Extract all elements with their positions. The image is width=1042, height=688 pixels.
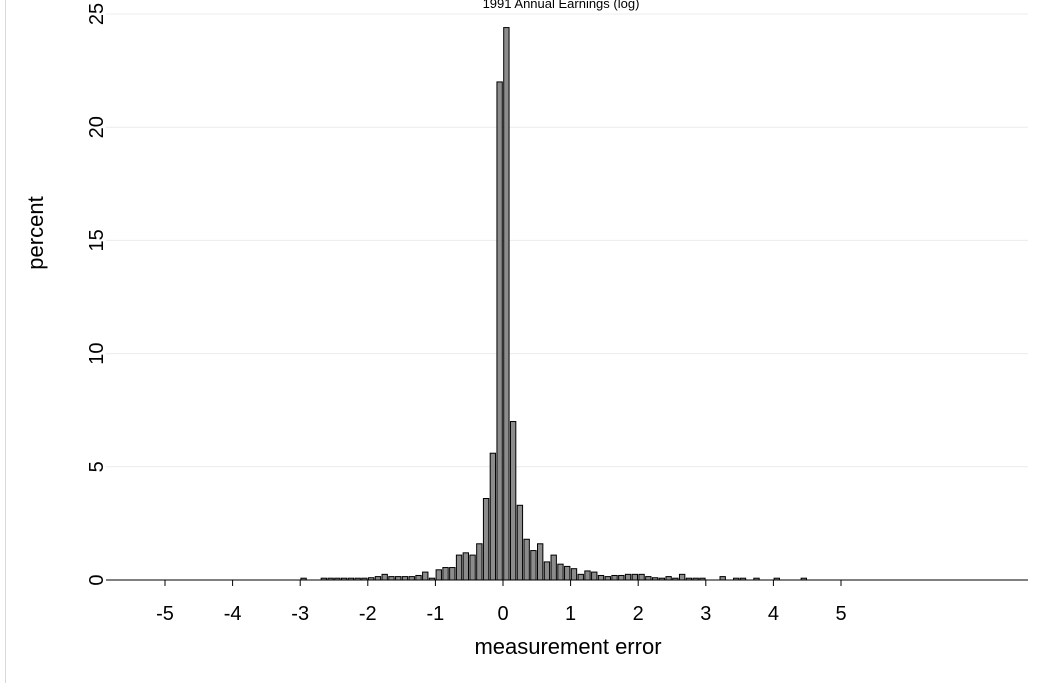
x-tick-label: 4: [768, 603, 779, 625]
histogram-bar: [719, 576, 726, 581]
x-tick-label: -1: [427, 603, 445, 625]
histogram-bar: [597, 574, 605, 581]
histogram-bar: [503, 27, 510, 581]
x-tick-label: 0: [497, 603, 508, 625]
chart-title: 1991 Annual Earnings (log): [483, 0, 640, 11]
histogram-bar: [523, 538, 530, 581]
grid-lines: [106, 13, 1028, 468]
y-tick-label: 15: [86, 229, 108, 251]
histogram-bar: [422, 571, 429, 581]
x-tick-label: 1: [565, 603, 576, 625]
histogram-bar: [550, 554, 557, 581]
y-tick-label: 0: [86, 574, 108, 585]
histogram-bar: [449, 567, 456, 581]
histogram-bar: [401, 576, 409, 581]
histogram-bar: [591, 571, 598, 581]
histogram-bar: [381, 573, 388, 581]
y-axis-ticks: 0 5 10 15 20 25: [86, 3, 108, 586]
histogram-bar: [462, 552, 470, 581]
histogram-bar: [543, 561, 551, 581]
histogram-bar: [442, 567, 449, 581]
histogram-bar: [631, 573, 639, 581]
frame-edge: [5, 0, 6, 683]
histogram-bar: [584, 570, 591, 581]
histogram-bar: [482, 498, 490, 581]
histogram-bar: [624, 573, 632, 581]
y-tick-label: 25: [86, 3, 108, 25]
x-tick-label: 3: [700, 603, 711, 625]
histogram-bar: [496, 81, 503, 581]
histogram-bar: [408, 576, 415, 581]
histogram-bar: [469, 554, 476, 581]
histogram-bar: [645, 576, 652, 581]
histogram-bar: [455, 554, 463, 581]
histogram-bar: [530, 550, 537, 581]
x-tick-label: -3: [291, 603, 309, 625]
histogram-bar: [577, 573, 584, 581]
histogram-bar: [604, 576, 611, 581]
histogram-bar: [665, 576, 672, 581]
x-tick-label: 5: [835, 603, 846, 625]
histogram-bar: [509, 421, 517, 581]
bars: [300, 27, 808, 581]
histogram-bar: [678, 573, 686, 581]
x-axis-label: measurement error: [474, 634, 661, 659]
histogram-bar: [557, 563, 564, 581]
histogram-bar: [476, 543, 483, 581]
x-tick-label: -4: [224, 603, 242, 625]
histogram-bar: [489, 452, 497, 581]
histogram-bar: [618, 574, 625, 581]
x-tick-label: -5: [156, 603, 174, 625]
y-tick-label: 20: [86, 116, 108, 138]
histogram-bar: [564, 565, 571, 581]
y-tick-label: 10: [86, 342, 108, 364]
histogram-bar: [638, 573, 645, 581]
histogram-bar: [415, 574, 422, 581]
y-tick-label: 5: [86, 461, 108, 472]
histogram-bar: [537, 543, 544, 581]
y-axis-label: percent: [23, 196, 48, 269]
x-tick-label: 2: [633, 603, 644, 625]
histogram-bar: [570, 568, 578, 581]
x-tick-label: -2: [359, 603, 377, 625]
histogram-bar: [435, 569, 442, 581]
histogram-bar: [395, 576, 402, 581]
histogram-bar: [388, 576, 395, 581]
histogram-bar: [374, 576, 382, 581]
histogram-bar: [611, 574, 618, 581]
histogram-bar: [516, 504, 524, 581]
x-axis-ticks: -5 -4 -3 -2 -1 0 1 2 3 4 5: [156, 580, 847, 625]
